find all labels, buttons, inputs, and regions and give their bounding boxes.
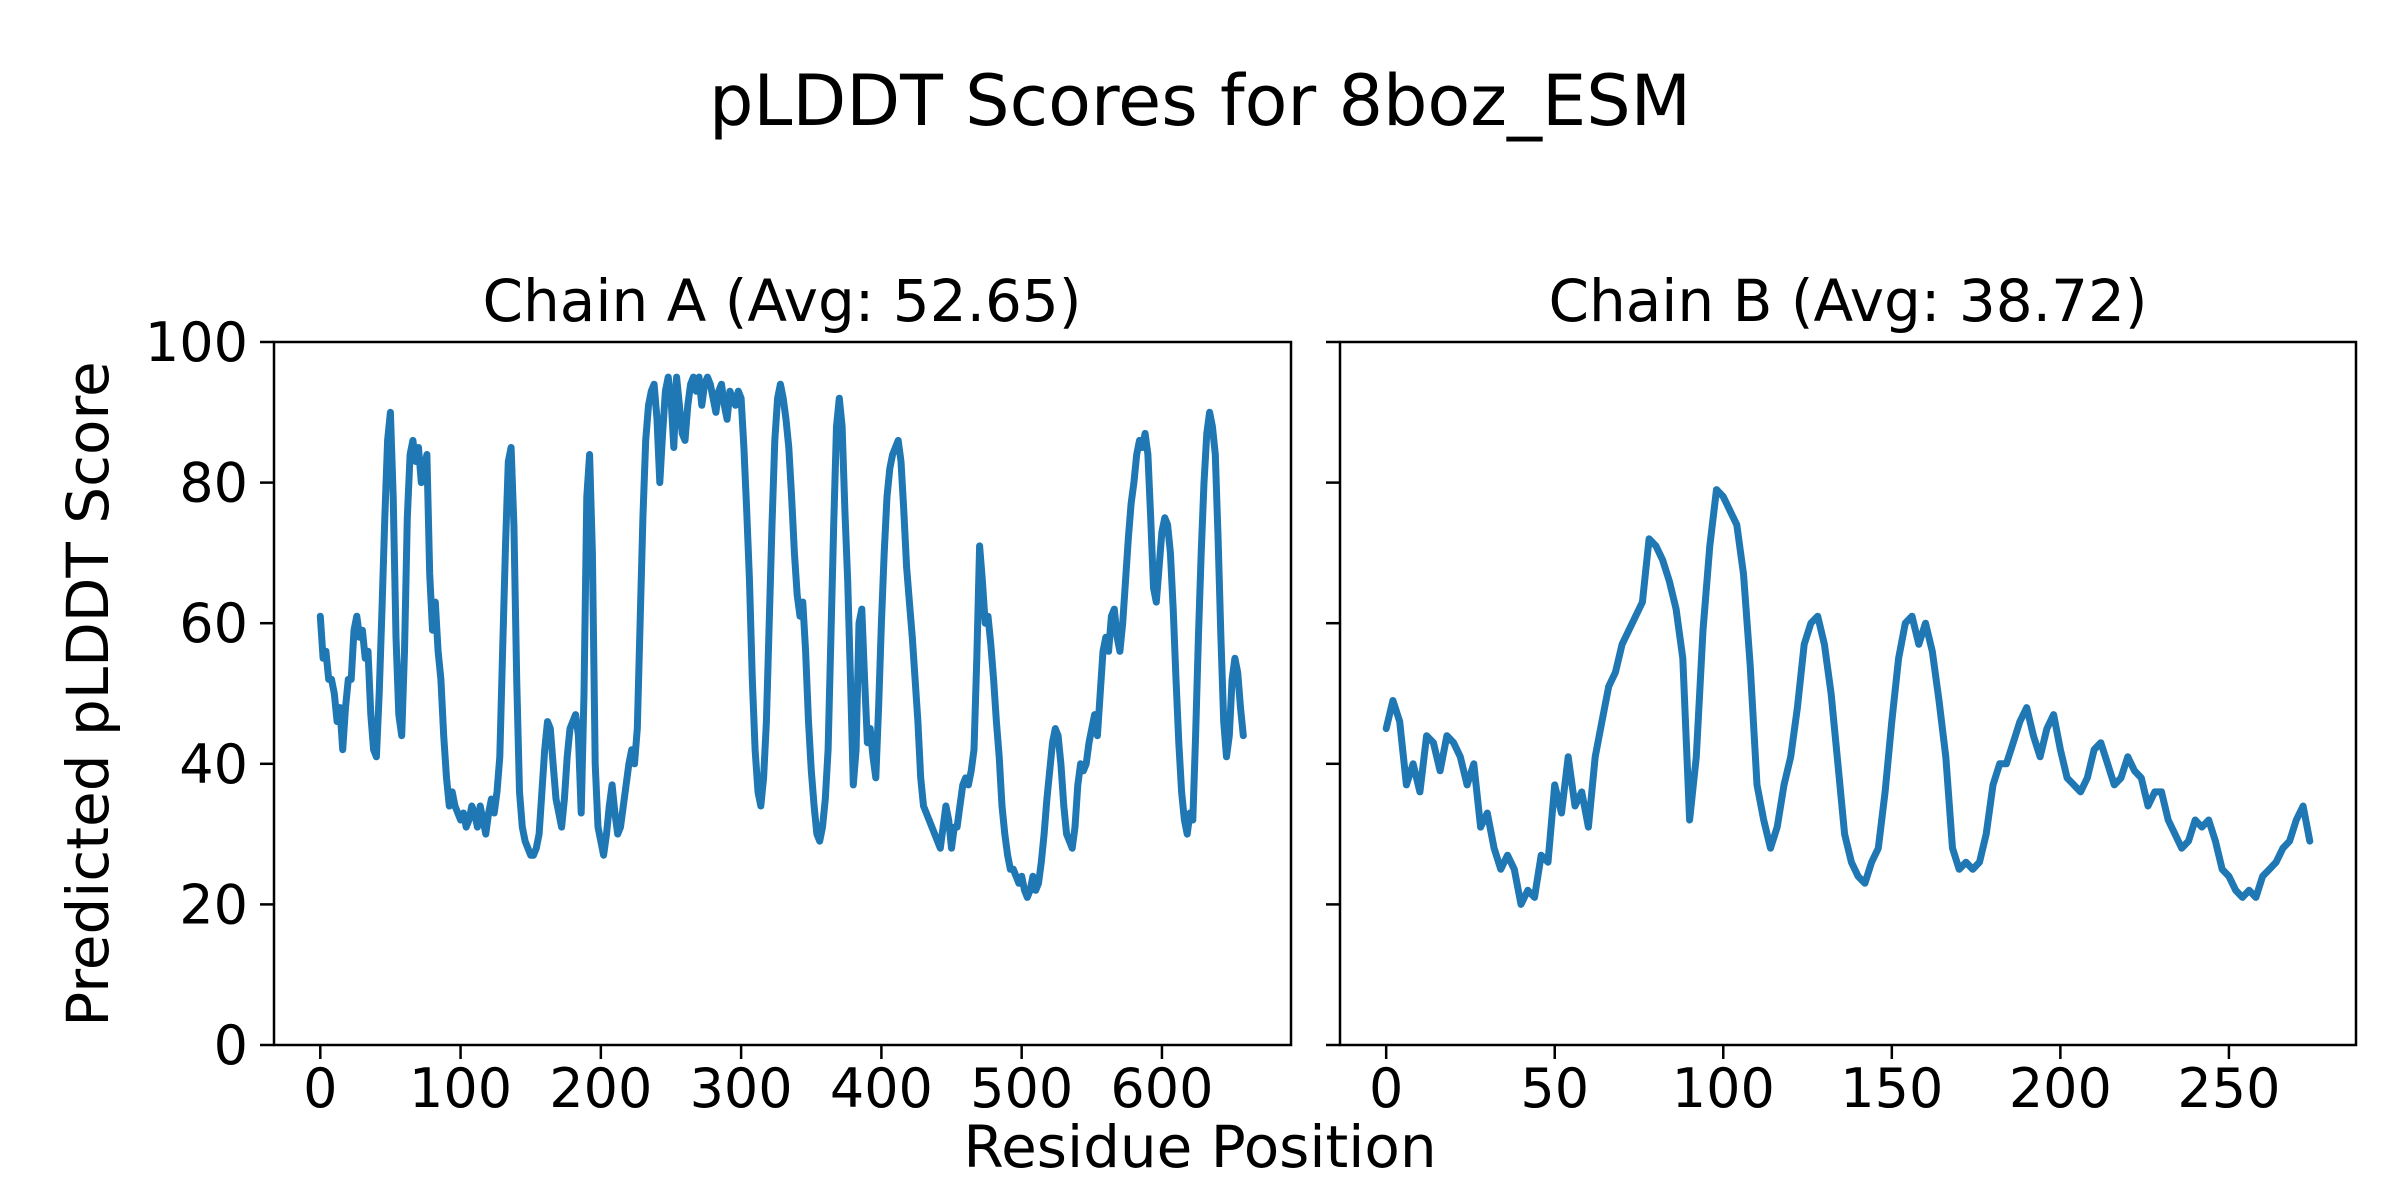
y-tick-label: 40: [179, 733, 248, 796]
x-tick-label: 0: [1369, 1057, 1403, 1120]
y-tick-label: 100: [145, 311, 248, 374]
x-tick-label: 0: [303, 1057, 337, 1120]
axes-frame: [1338, 340, 2358, 1047]
x-axis-label: Residue Position: [963, 1113, 1437, 1181]
x-tick-label: 100: [409, 1057, 512, 1120]
x-tick-label: 50: [1520, 1057, 1589, 1120]
chain-a-subplot-title: Chain A (Avg: 52.65): [482, 267, 1082, 335]
x-tick-label: 150: [1840, 1057, 1943, 1120]
x-tick-label: 200: [2009, 1057, 2112, 1120]
y-tick-label: 20: [179, 873, 248, 936]
y-tick-label: 60: [179, 592, 248, 655]
axes-frame: [272, 340, 1293, 1047]
y-tick-label: 80: [179, 452, 248, 515]
y-tick-label: 0: [214, 1014, 248, 1077]
plddt-line-chain-a: [316, 373, 1247, 901]
x-tick-label: 200: [549, 1057, 652, 1120]
x-tick-label: 600: [1110, 1057, 1213, 1120]
plddt-line-chain-b: [1382, 486, 2314, 908]
x-tick-label: 400: [830, 1057, 933, 1120]
chain-b-subplot-title: Chain B (Avg: 38.72): [1548, 267, 2148, 335]
figure-title: pLDDT Scores for 8boz_ESM: [708, 60, 1692, 142]
x-tick-label: 250: [2177, 1057, 2280, 1120]
x-tick-label: 500: [970, 1057, 1073, 1120]
x-tick-label: 300: [690, 1057, 793, 1120]
x-tick-label: 100: [1672, 1057, 1775, 1120]
